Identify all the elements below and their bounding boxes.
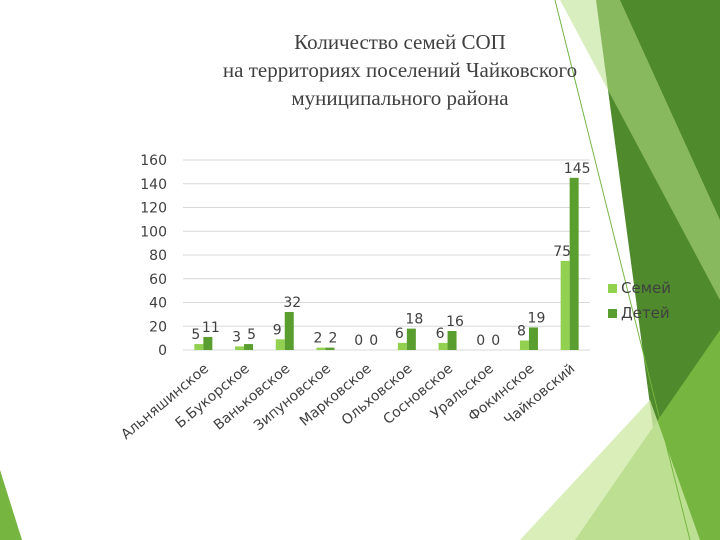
bar-families xyxy=(519,340,529,350)
title-line-1: Количество семей СОП xyxy=(294,30,506,54)
decor-band-pale xyxy=(520,400,700,540)
legend-label: Детей xyxy=(621,304,670,322)
title-line-2: на территориях поселений Чайковского xyxy=(222,58,578,82)
data-label: 0 xyxy=(369,333,378,349)
legend-swatch xyxy=(608,284,617,293)
bar-families xyxy=(560,260,570,350)
y-tick-label: 120 xyxy=(140,201,167,217)
decor-band-light xyxy=(560,0,720,300)
y-tick-label: 100 xyxy=(140,224,167,240)
y-tick-label: 140 xyxy=(140,177,167,193)
bar-children xyxy=(244,344,254,350)
data-label: 6 xyxy=(436,326,445,342)
bar-children xyxy=(325,347,335,350)
y-tick-label: 40 xyxy=(149,296,167,312)
bar-children xyxy=(284,312,294,350)
data-label: 18 xyxy=(405,312,423,328)
data-label: 5 xyxy=(191,327,200,343)
data-label: 6 xyxy=(395,326,404,342)
data-label: 2 xyxy=(328,331,337,347)
data-label: 19 xyxy=(528,310,546,326)
data-label: 0 xyxy=(476,333,485,349)
data-label: 32 xyxy=(283,295,301,311)
data-label: 3 xyxy=(232,329,241,345)
bar-children xyxy=(528,327,538,350)
y-tick-label: 60 xyxy=(149,272,167,288)
data-label: 5 xyxy=(247,327,256,343)
title-line-3: муниципального района xyxy=(291,86,509,110)
data-label: 75 xyxy=(553,244,571,260)
bar-families xyxy=(194,344,204,350)
data-label: 8 xyxy=(517,324,526,340)
legend-swatch xyxy=(608,309,617,318)
decor-line xyxy=(554,0,691,540)
y-tick-label: 20 xyxy=(149,319,167,335)
bar-children xyxy=(203,336,213,350)
data-label: 2 xyxy=(313,331,322,347)
bar-children xyxy=(406,328,416,350)
data-label: 145 xyxy=(564,161,591,177)
data-label: 0 xyxy=(491,333,500,349)
bar-families xyxy=(275,339,285,350)
bar-families xyxy=(235,346,245,350)
data-label: 16 xyxy=(446,314,464,330)
decor-corner-left xyxy=(0,470,22,540)
bar-children xyxy=(447,331,457,350)
data-label: 9 xyxy=(273,322,282,338)
y-tick-label: 0 xyxy=(158,343,167,359)
legend-label: Семей xyxy=(621,279,671,297)
x-tick-label: Чайковский xyxy=(501,361,578,429)
bar-families xyxy=(316,347,326,350)
bar-families xyxy=(438,342,448,350)
slide-title: Количество семей СОП на территориях посе… xyxy=(150,28,650,112)
bar-families xyxy=(397,342,407,350)
y-tick-label: 80 xyxy=(149,248,167,264)
bar-children xyxy=(569,177,579,350)
y-tick-label: 160 xyxy=(140,153,167,169)
data-label: 11 xyxy=(202,320,220,336)
data-label: 0 xyxy=(354,333,363,349)
